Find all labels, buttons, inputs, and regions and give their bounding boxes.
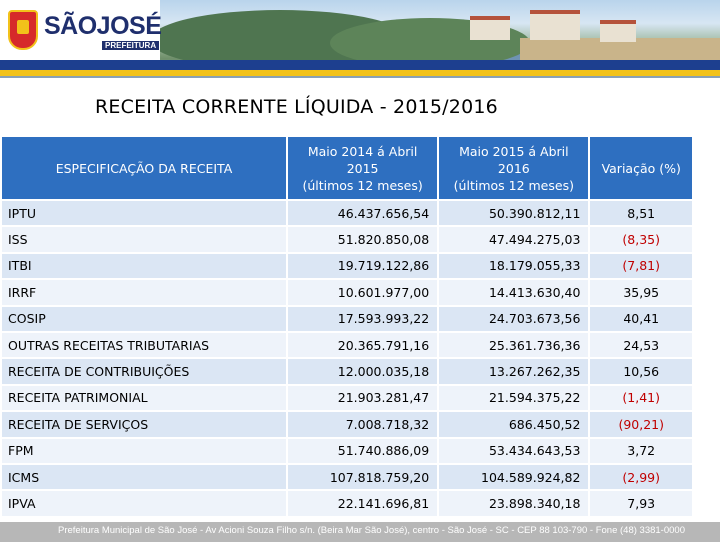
row-label: ICMS (2, 464, 286, 490)
table-row: FPM 51.740.886,09 53.434.643,53 3,72 (2, 438, 692, 463)
row-value-period-2: 104.589.924,82 (439, 464, 589, 490)
prefeitura-logo[interactable]: SÃOJOSÉ PREFEITURA (8, 10, 162, 50)
table-row: OUTRAS RECEITAS TRIBUTARIAS 20.365.791,16… (2, 332, 692, 358)
row-label: COSIP (2, 306, 286, 331)
row-value-period-2: 53.434.643,53 (439, 438, 589, 463)
row-value-period-1: 46.437.656,54 (288, 201, 438, 226)
table-row: ITBI 19.719.122,86 18.179.055,33 (7,81) (2, 253, 692, 279)
period-1-line-2: 2015 (346, 160, 379, 176)
row-variation: 35,95 (590, 280, 692, 305)
row-value-period-2: 14.413.630,40 (439, 280, 589, 305)
logo-name: SÃOJOSÉ (44, 12, 162, 40)
period-2-line-1: Maio 2015 á Abril (459, 143, 569, 159)
banner-house (600, 20, 636, 42)
row-label: IRRF (2, 280, 286, 305)
row-value-period-2: 50.390.812,11 (439, 201, 589, 226)
row-value-period-2: 13.267.262,35 (439, 359, 589, 384)
table-row: IRRF 10.601.977,00 14.413.630,40 35,95 (2, 280, 692, 305)
row-label: IPVA (2, 491, 286, 516)
banner-beach (520, 38, 720, 62)
row-value-period-2: 25.361.736,36 (439, 332, 589, 358)
crest-icon (8, 10, 38, 50)
table-row: RECEITA DE SERVIÇOS 7.008.718,32 686.450,5… (2, 412, 692, 437)
row-value-period-2: 23.898.340,18 (439, 491, 589, 516)
period-2-line-3: (últimos 12 meses) (453, 177, 574, 193)
column-header-period-2: Maio 2015 á Abril 2016 (últimos 12 meses… (439, 137, 589, 199)
row-variation: 40,41 (590, 306, 692, 331)
row-variation: 3,72 (590, 438, 692, 463)
column-header-period-1: Maio 2014 á Abril 2015 (últimos 12 meses… (288, 137, 438, 199)
row-value-period-1: 51.740.886,09 (288, 438, 438, 463)
period-1-line-1: Maio 2014 á Abril (307, 143, 418, 159)
page-title: RECEITA CORRENTE LÍQUIDA - 2015/2016 (95, 96, 498, 118)
row-value-period-1: 19.719.122,86 (288, 253, 438, 279)
row-value-period-1: 7.008.718,32 (288, 412, 438, 437)
row-variation: 24,53 (590, 332, 692, 358)
row-variation: (2,99) (590, 464, 692, 490)
row-variation: 8,51 (590, 201, 692, 226)
row-variation: (1,41) (590, 385, 692, 411)
row-label: RECEITA DE CONTRIBUIÇÕES (2, 359, 286, 384)
footer-bar: Prefeitura Municipal de São José - Av Ac… (0, 520, 720, 542)
column-header-spec: ESPECIFICAÇÃO DA RECEITA (2, 137, 286, 199)
row-label: ITBI (2, 253, 286, 279)
row-label: RECEITA DE SERVIÇOS (2, 412, 286, 437)
period-2-line-2: 2016 (497, 160, 530, 176)
table-header-row: ESPECIFICAÇÃO DA RECEITA Maio 2014 á Abr… (2, 137, 692, 199)
banner-house (530, 10, 580, 40)
row-value-period-1: 17.593.993,22 (288, 306, 438, 331)
table-row: IPVA 22.141.696,81 23.898.340,18 7,93 (2, 491, 692, 516)
row-label: ISS (2, 227, 286, 252)
row-value-period-1: 22.141.696,81 (288, 491, 438, 516)
table-row: RECEITA PATRIMONIAL 21.903.281,47 21.594.3… (2, 385, 692, 411)
row-value-period-2: 24.703.673,56 (439, 306, 589, 331)
banner-house (470, 16, 510, 40)
table-row: RECEITA DE CONTRIBUIÇÕES 12.000.035,18 13.… (2, 359, 692, 384)
banner-stripe-blue (0, 60, 720, 70)
row-value-period-1: 12.000.035,18 (288, 359, 438, 384)
row-label: FPM (2, 438, 286, 463)
table-row: COSIP 17.593.993,22 24.703.673,56 40,41 (2, 306, 692, 331)
period-1-line-3: (últimos 12 meses) (302, 177, 423, 193)
row-value-period-1: 20.365.791,16 (288, 332, 438, 358)
row-label: IPTU (2, 201, 286, 226)
logo-subtitle: PREFEITURA (102, 41, 160, 50)
table-row: ISS 51.820.850,08 47.494.275,03 (8,35) (2, 227, 692, 252)
table-body: IPTU 46.437.656,54 50.390.812,11 8,51 ISS 51.… (2, 201, 692, 516)
row-value-period-2: 18.179.055,33 (439, 253, 589, 279)
row-value-period-2: 47.494.275,03 (439, 227, 589, 252)
row-value-period-2: 686.450,52 (439, 412, 589, 437)
row-value-period-1: 10.601.977,00 (288, 280, 438, 305)
row-variation: 7,93 (590, 491, 692, 516)
table-row: IPTU 46.437.656,54 50.390.812,11 8,51 (2, 201, 692, 226)
row-value-period-1: 21.903.281,47 (288, 385, 438, 411)
header-banner: SÃOJOSÉ PREFEITURA (0, 0, 720, 78)
row-value-period-1: 51.820.850,08 (288, 227, 438, 252)
footer-text: Prefeitura Municipal de São José - Av Ac… (58, 525, 685, 536)
table-row: ICMS 107.818.759,20 104.589.924,82 (2,99) (2, 464, 692, 490)
row-variation: (7,81) (590, 253, 692, 279)
row-label: OUTRAS RECEITAS TRIBUTARIAS (2, 332, 286, 358)
row-value-period-2: 21.594.375,22 (439, 385, 589, 411)
row-variation: (90,21) (590, 412, 692, 437)
row-variation: (8,35) (590, 227, 692, 252)
row-variation: 10,56 (590, 359, 692, 384)
column-header-variation: Variação (%) (590, 137, 692, 199)
revenue-table: ESPECIFICAÇÃO DA RECEITA Maio 2014 á Abr… (0, 135, 694, 518)
row-value-period-1: 107.818.759,20 (288, 464, 438, 490)
row-label: RECEITA PATRIMONIAL (2, 385, 286, 411)
banner-stripe-yellow (0, 70, 720, 76)
